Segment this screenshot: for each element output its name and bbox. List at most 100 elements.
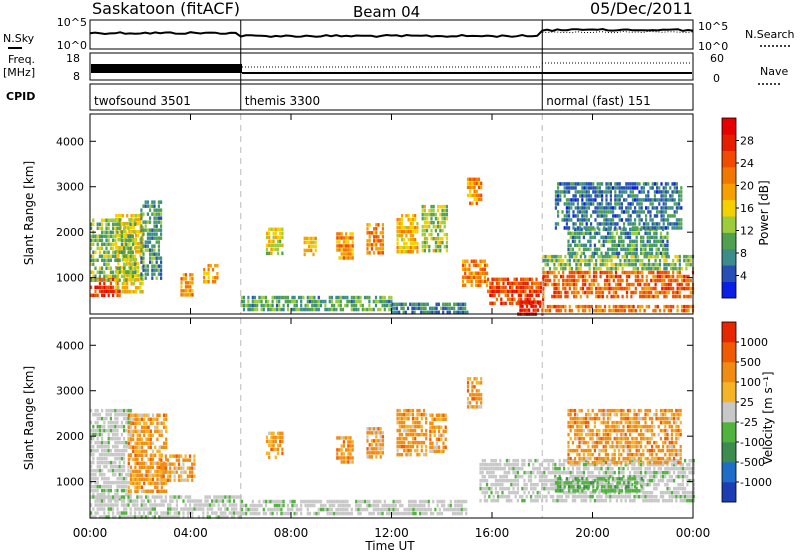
echo-cell: [396, 436, 399, 441]
echo-cell: [420, 448, 423, 453]
echo-cell: [524, 297, 527, 302]
echo-cell: [466, 389, 470, 393]
echo-cell: [396, 412, 399, 417]
echo-cell: [542, 294, 545, 299]
echo-cell: [536, 458, 539, 463]
echo-cell: [164, 466, 167, 470]
echo-cell: [599, 286, 602, 291]
echo-cell: [98, 277, 101, 282]
echo-cell: [647, 254, 651, 259]
echo-cell: [359, 503, 362, 508]
echo-cell: [105, 278, 108, 282]
echo-cell: [319, 503, 323, 508]
echo-cell: [240, 303, 243, 308]
echo-cell: [621, 278, 624, 283]
echo-cell: [308, 248, 311, 253]
echo-cell: [579, 304, 582, 309]
echo-cell: [560, 482, 563, 487]
echo-cell: [510, 466, 513, 471]
echo-cell: [268, 439, 271, 444]
echo-cell: [636, 226, 639, 230]
echo-cell: [402, 310, 405, 315]
echo-cell: [157, 272, 160, 276]
echo-cell: [480, 381, 483, 385]
echo-cell: [458, 503, 461, 508]
echo-cell: [123, 456, 126, 461]
echo-cell: [576, 470, 579, 475]
echo-cell: [586, 290, 589, 295]
echo-cell: [454, 511, 457, 516]
echo-cell: [370, 231, 373, 235]
echo-cell: [312, 244, 315, 249]
echo-cell: [269, 499, 272, 504]
echo-cell: [132, 469, 135, 473]
echo-cell: [672, 290, 675, 295]
echo-cell: [511, 289, 514, 294]
echo-cell: [678, 290, 681, 295]
echo-cell: [193, 466, 196, 470]
echo-cell: [572, 182, 575, 186]
echo-cell: [645, 198, 648, 202]
echo-cell: [322, 503, 325, 508]
echo-cell: [689, 294, 692, 299]
echo-cell: [403, 412, 406, 417]
echo-cell: [180, 277, 183, 281]
echo-cell: [634, 222, 637, 226]
echo-cell: [182, 466, 185, 470]
echo-cell: [286, 511, 290, 516]
echo-cell: [270, 439, 273, 444]
echo-cell: [157, 256, 160, 260]
echo-cell: [676, 266, 679, 271]
echo-cell: [637, 231, 640, 236]
echo-cell: [501, 490, 504, 495]
echo-cell: [653, 235, 656, 240]
echo-cell: [667, 282, 670, 287]
echo-cell: [101, 258, 104, 262]
echo-cell: [579, 222, 582, 226]
echo-cell: [322, 299, 325, 304]
echo-cell: [516, 478, 519, 483]
echo-cell: [588, 258, 591, 263]
echo-cell: [160, 260, 163, 264]
echo-cell: [654, 294, 657, 299]
echo-cell: [264, 499, 268, 504]
echo-cell: [577, 308, 580, 313]
echo-cell: [464, 302, 467, 307]
echo-cell: [470, 271, 473, 275]
echo-cell: [673, 226, 676, 230]
echo-cell: [503, 474, 506, 479]
echo-cell: [458, 507, 461, 512]
echo-cell: [134, 507, 137, 511]
echo-cell: [477, 283, 480, 287]
echo-cell: [377, 307, 380, 312]
echo-cell: [571, 251, 574, 256]
echo-cell: [585, 210, 588, 214]
echo-cell: [239, 499, 242, 503]
echo-cell: [589, 239, 592, 244]
echo-cell: [340, 236, 343, 240]
echo-cell: [531, 285, 534, 290]
echo-cell: [101, 476, 104, 481]
echo-cell: [90, 472, 93, 477]
echo-cell: [515, 277, 518, 282]
echo-cell: [96, 278, 99, 282]
echo-cell: [90, 293, 93, 298]
echo-cell: [414, 214, 417, 218]
echo-cell: [127, 480, 130, 485]
echo-cell: [591, 482, 594, 487]
echo-cell: [96, 476, 99, 481]
echo-cell: [166, 478, 170, 482]
echo-cell: [403, 448, 406, 453]
echo-cell: [379, 307, 382, 312]
echo-cell: [373, 235, 376, 239]
echo-cell: [103, 480, 106, 485]
echo-cell: [612, 294, 615, 299]
echo-cell: [520, 281, 523, 286]
echo-cell: [400, 246, 404, 250]
echo-cell: [306, 295, 309, 300]
echo-cell: [112, 274, 115, 278]
echo-cell: [92, 492, 95, 497]
echo-cell: [169, 462, 172, 466]
echo-cell: [140, 437, 144, 441]
echo-cell: [272, 243, 275, 248]
